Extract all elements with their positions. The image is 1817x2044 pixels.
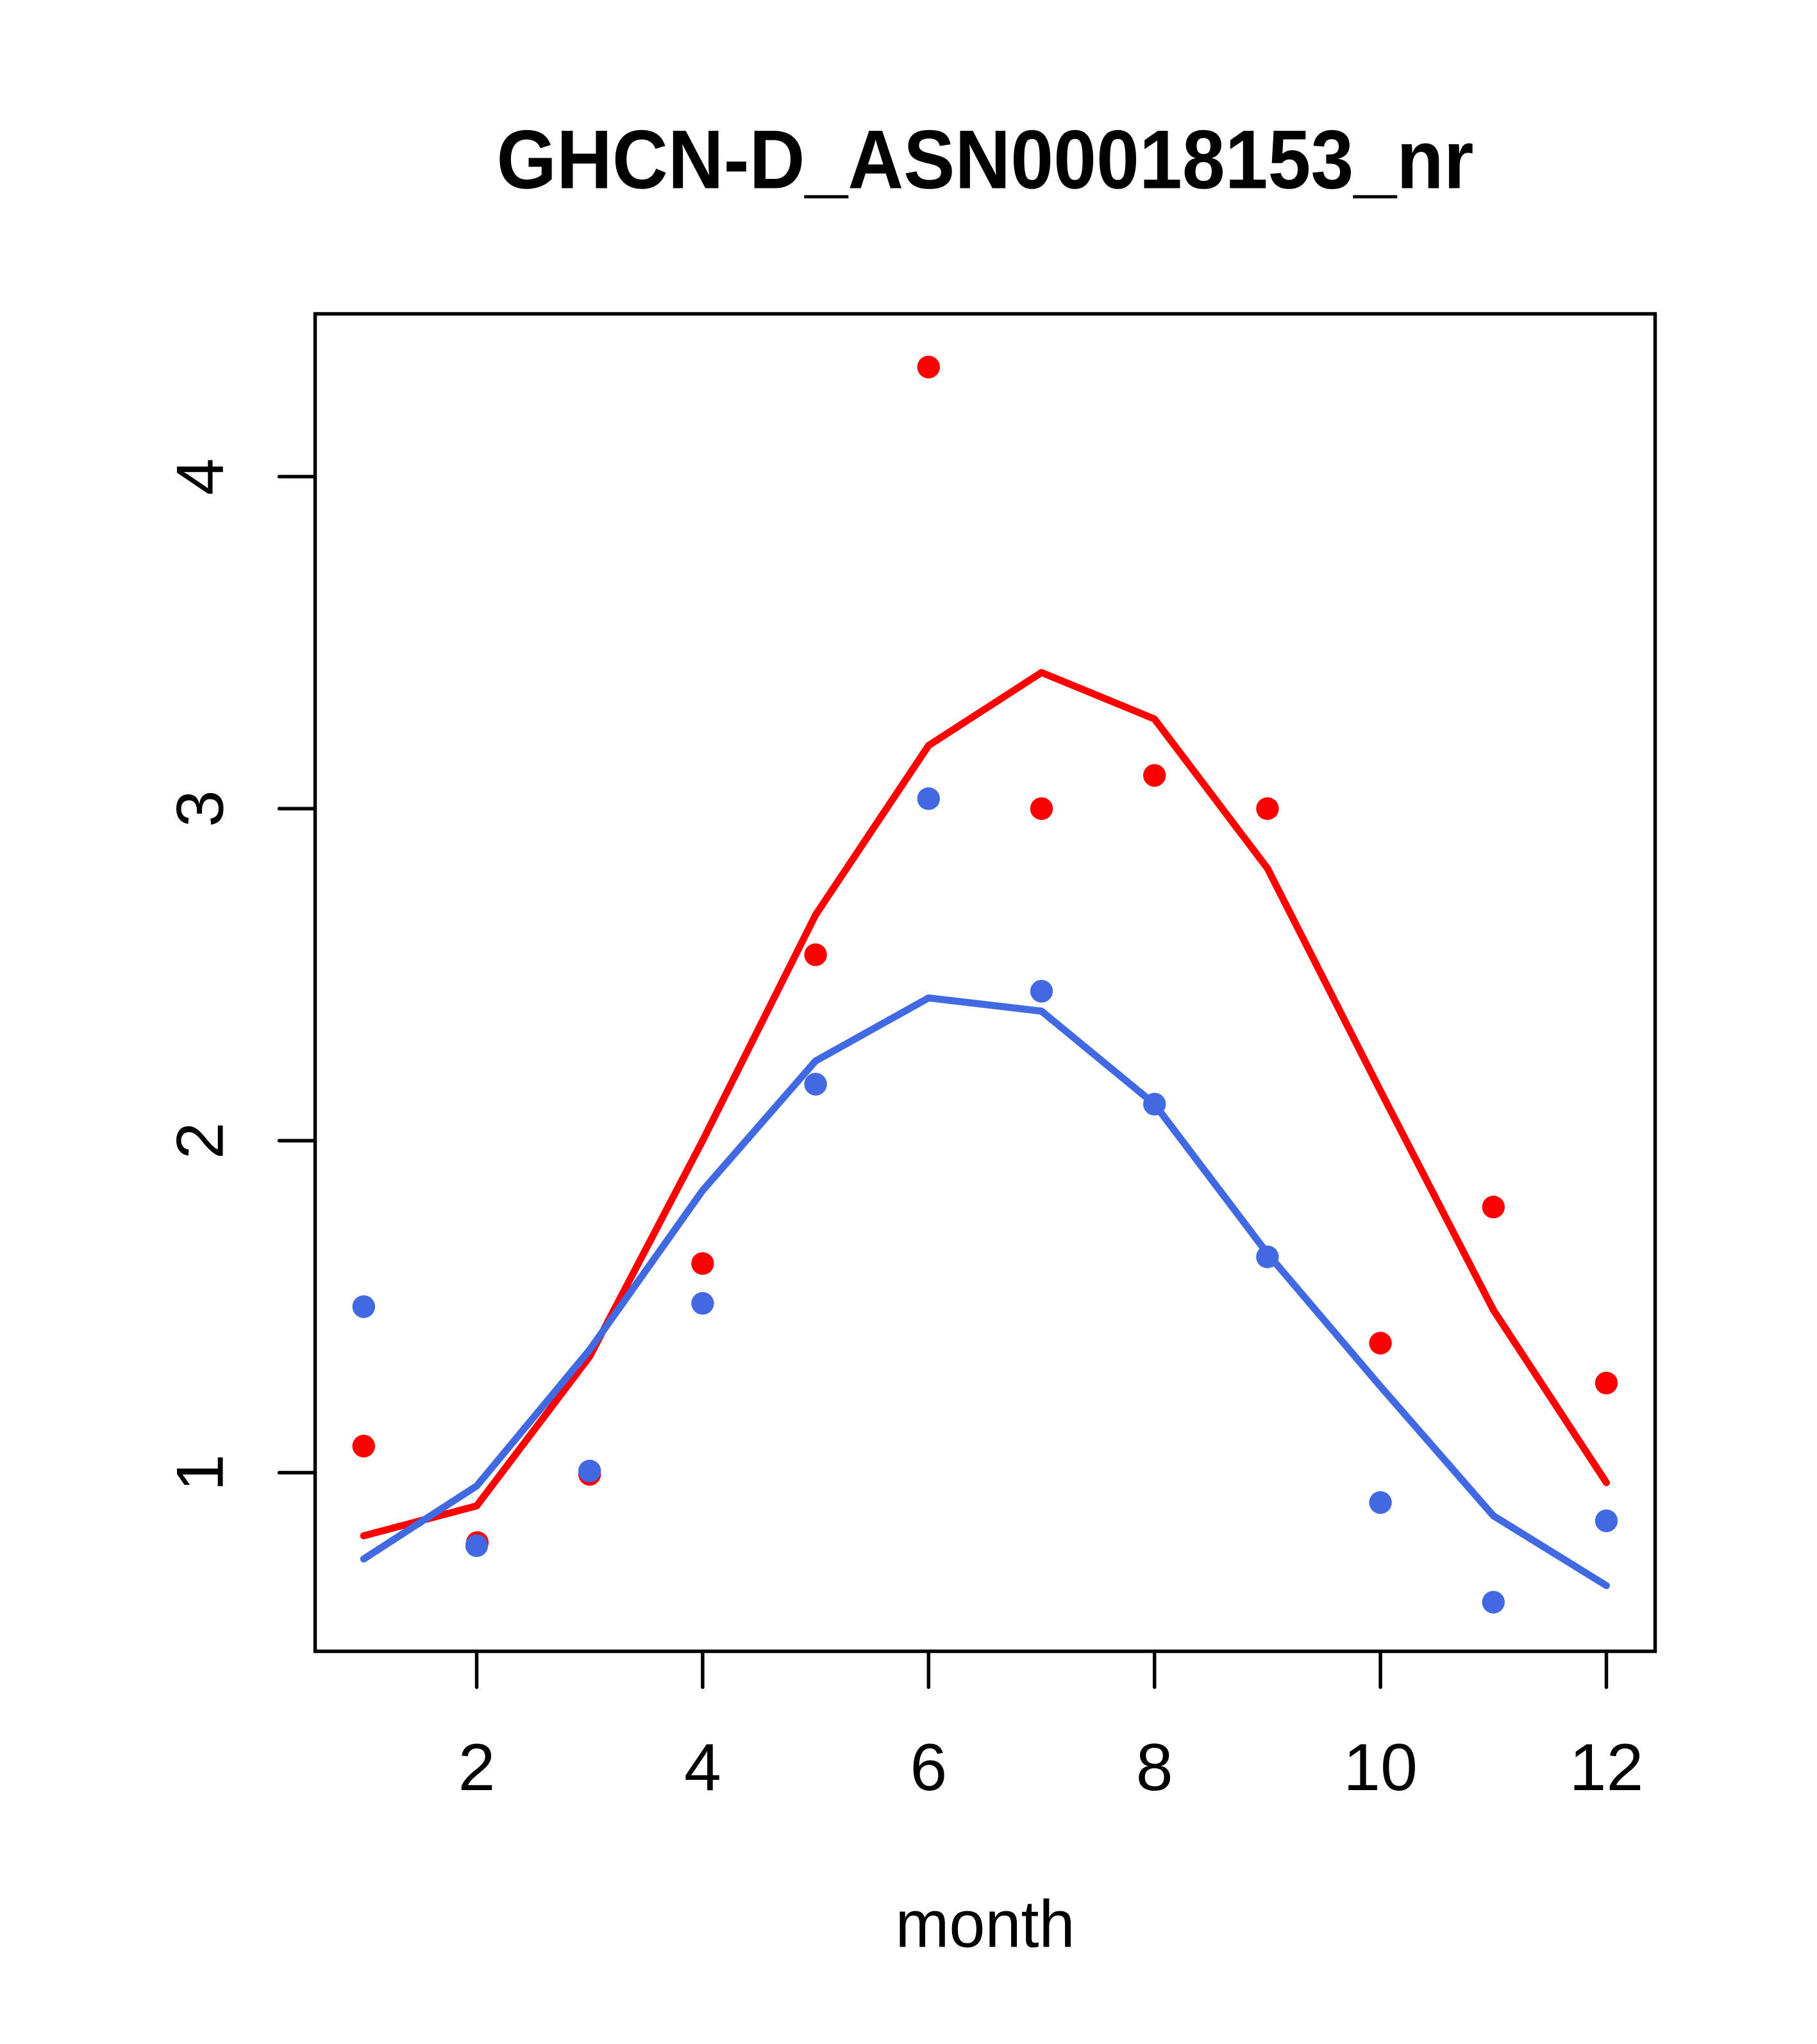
svg-text:4: 4 bbox=[163, 458, 238, 495]
svg-text:1: 1 bbox=[163, 1454, 238, 1491]
svg-text:10: 10 bbox=[1343, 1730, 1418, 1805]
svg-text:8: 8 bbox=[1136, 1730, 1173, 1805]
svg-text:GHCN-D_ASN00018153_nr: GHCN-D_ASN00018153_nr bbox=[497, 113, 1474, 206]
svg-text:3: 3 bbox=[163, 790, 238, 827]
svg-text:month: month bbox=[896, 1888, 1075, 1962]
svg-text:4: 4 bbox=[684, 1730, 721, 1805]
svg-text:12: 12 bbox=[1570, 1730, 1644, 1805]
svg-text:2: 2 bbox=[163, 1122, 238, 1159]
svg-text:2: 2 bbox=[458, 1730, 496, 1805]
svg-text:6: 6 bbox=[910, 1730, 947, 1805]
